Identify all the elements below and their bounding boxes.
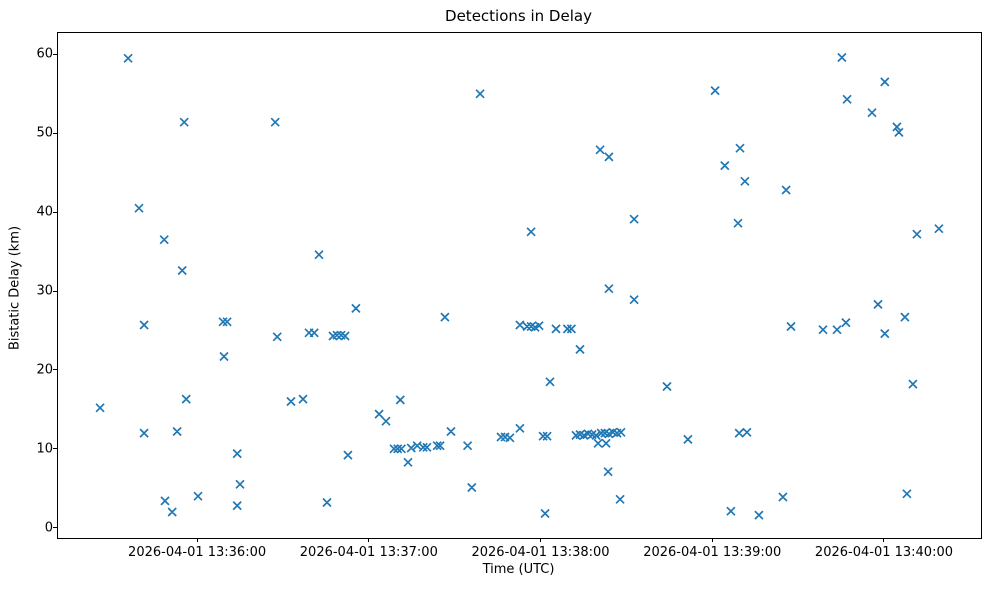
chart-title: Detections in Delay — [445, 7, 592, 25]
y-tick-label: 0 — [44, 520, 53, 536]
y-tick-mark — [53, 53, 57, 55]
x-tick-mark — [368, 538, 370, 542]
y-tick-label: 40 — [36, 204, 53, 220]
x-tick-mark — [540, 538, 542, 542]
y-tick-mark — [53, 290, 57, 292]
x-tick-label: 2026-04-01 13:39:00 — [643, 545, 782, 560]
y-tick-mark — [53, 448, 57, 450]
x-tick-mark — [196, 538, 198, 542]
scatter-points-layer — [95, 52, 944, 520]
y-tick-mark — [53, 369, 57, 371]
x-tick-label: 2026-04-01 13:40:00 — [814, 545, 954, 560]
x-tick-mark — [883, 538, 885, 542]
y-axis-label: Bistatic Delay (km) — [7, 225, 23, 351]
x-axis-label: Time (UTC) — [482, 562, 555, 577]
x-tick-mark — [711, 538, 713, 542]
scatter-markers — [95, 52, 944, 520]
y-tick-label: 60 — [36, 46, 53, 62]
y-tick-mark — [53, 211, 57, 213]
x-tick-label: 2026-04-01 13:36:00 — [128, 545, 267, 560]
y-tick-mark — [53, 132, 57, 134]
plot-area: 2026-04-01 13:36:00 2026-04-01 13:37:00 20… — [36, 32, 982, 560]
y-tick-label: 20 — [36, 362, 53, 378]
x-tick-label: 2026-04-01 13:38:00 — [471, 545, 610, 560]
y-tick-label: 10 — [36, 441, 53, 457]
y-tick-mark — [53, 527, 57, 529]
x-tick-label: 2026-04-01 13:37:00 — [299, 545, 438, 560]
y-tick-label: 50 — [36, 125, 53, 141]
y-tick-label: 30 — [36, 283, 53, 299]
